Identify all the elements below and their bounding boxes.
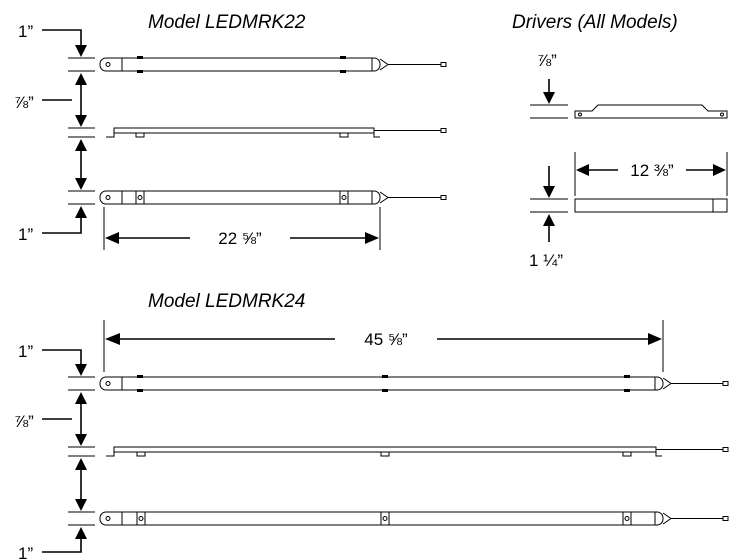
model-22-length-label: 22 ⅝” (218, 229, 262, 248)
model-24-top-housing (99, 376, 664, 391)
model-24-fixture-bottom (99, 511, 729, 526)
model-24-length-label: 45 ⅝” (364, 330, 408, 349)
model-22-bottom-housing (99, 190, 381, 205)
model-24-fixture-middle (106, 446, 729, 457)
driver-front-view (574, 198, 728, 213)
model-22-top-height-label: 1” (18, 22, 33, 41)
driver-length-dimension: 12 ⅜” (574, 152, 728, 196)
driver-length-label: 12 ⅜” (630, 161, 674, 180)
driver-top-height-label: ⅞” (537, 51, 557, 70)
driver-side-housing (574, 104, 728, 119)
model-22-height-dimensions: 1” ⅞” 1” (14, 22, 95, 244)
driver-side-view (574, 104, 728, 119)
model-24-length-dimension: 45 ⅝” (103, 320, 664, 372)
model-22-length-dimension: 22 ⅝” (103, 207, 381, 250)
model-24-bottom-height-label: 1” (18, 544, 33, 560)
model-22-title: Model LEDMRK22 (148, 12, 306, 33)
drivers-title: Drivers (All Models) (512, 12, 678, 33)
model-24-top-height-label: 1” (18, 342, 33, 361)
model-22-fixture-middle (106, 127, 447, 138)
model-24-middle-height-label: ⅞” (14, 412, 34, 431)
model-24-height-dimensions: 1” ⅞” 1” (14, 342, 95, 560)
driver-height-dimensions: ⅞” 1 ¼” (529, 51, 568, 270)
drivers-section: Drivers (All Models) ⅞” 1 ¼” (512, 12, 728, 270)
model-22-middle-height-label: ⅞” (14, 93, 34, 112)
model-24-title: Model LEDMRK24 (148, 291, 305, 312)
driver-front-housing (574, 198, 728, 213)
model-22-middle-housing (106, 127, 380, 138)
model-24-fixture-top (99, 375, 729, 392)
model-22-fixture-top (99, 56, 447, 73)
model-22-top-housing (99, 57, 381, 72)
model-22-fixture-bottom (99, 190, 447, 205)
model-24-middle-housing (106, 446, 662, 457)
model-22-section: Model LEDMRK22 (14, 12, 447, 250)
model-22-bottom-height-label: 1” (18, 225, 33, 244)
driver-bottom-height-label: 1 ¼” (529, 251, 563, 270)
model-24-section: Model LEDMRK24 45 ⅝” (14, 291, 729, 560)
